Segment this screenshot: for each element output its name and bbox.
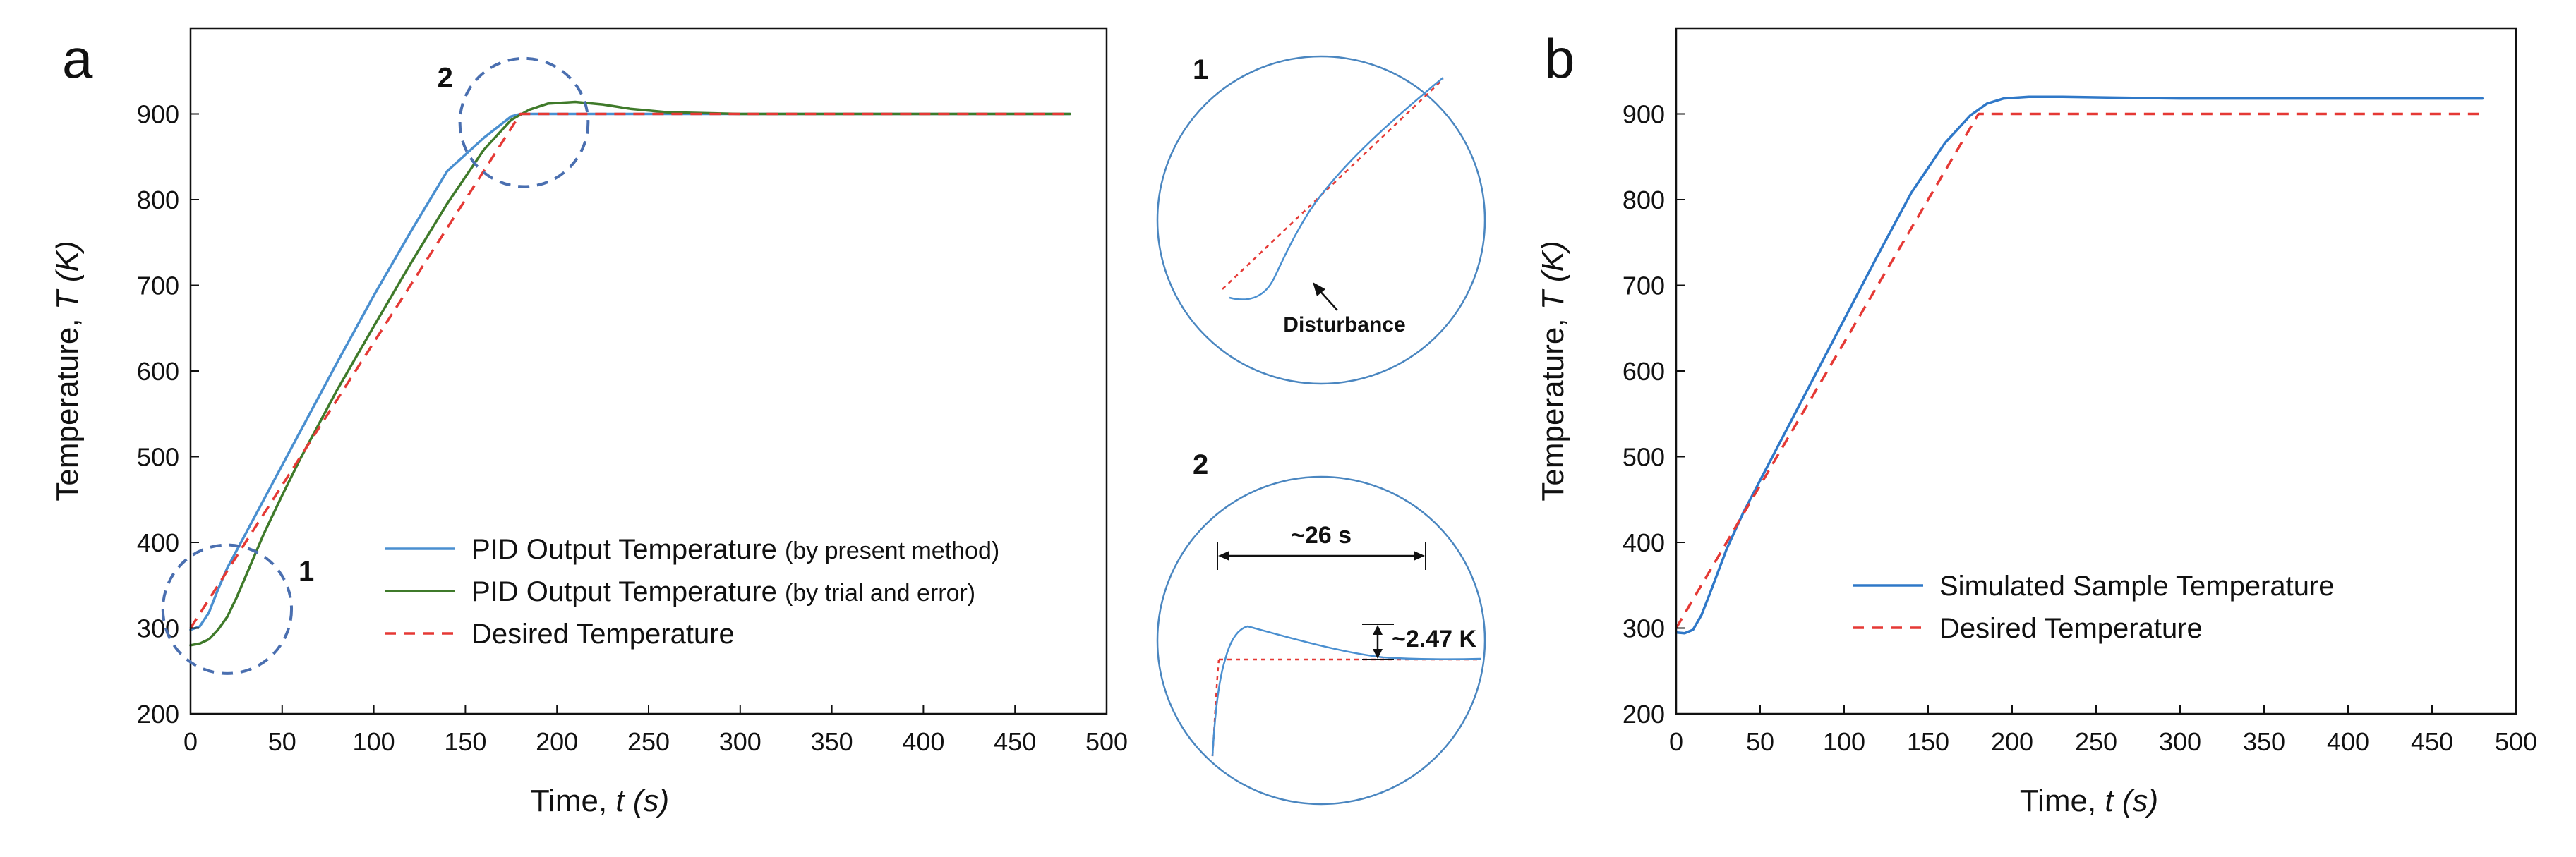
panel-a-series-group [189, 100, 1071, 647]
b-y-tick-label: 300 [1623, 614, 1665, 643]
b-y-tick-label: 700 [1623, 272, 1665, 300]
a-x-tick-label: 200 [536, 727, 578, 756]
a-x-tick-label: 500 [1085, 727, 1128, 756]
a-y-tick-label: 900 [137, 100, 179, 129]
zoom-circle-label-1: 1 [299, 556, 314, 587]
inset-2: 2 ~26 s ~2.47 K [1156, 449, 1486, 806]
inset-1-arrow-head [1313, 282, 1325, 296]
b-y-tick-label: 600 [1623, 357, 1665, 386]
panel-a-legend: PID Output Temperature (by present metho… [385, 534, 999, 650]
panel-label-b: b [1544, 28, 1575, 90]
b-series-desired [1675, 112, 2483, 629]
a-y-tick-label: 300 [137, 614, 179, 643]
b-x-tick-label: 400 [2327, 727, 2369, 756]
panel-a-plot-frame [189, 27, 1108, 715]
inset-1-arrow-shaft [1318, 288, 1338, 311]
b-x-tick-label: 150 [1907, 727, 1949, 756]
a-x-tick-label: 400 [902, 727, 944, 756]
a-x-tick-label: 100 [353, 727, 395, 756]
panel-label-a: a [62, 28, 93, 90]
inset-1: 1 Disturbance [1156, 54, 1486, 385]
a-x-tick-label: 50 [268, 727, 296, 756]
a-x-tick-label: 0 [183, 727, 198, 756]
b-y-tick-label: 400 [1623, 528, 1665, 557]
inset-2-width-label: ~26 s [1291, 522, 1352, 549]
b-x-tick-label: 250 [2075, 727, 2117, 756]
b-x-tick-label: 50 [1746, 727, 1774, 756]
inset-2-height-arrow-bottom [1373, 649, 1383, 659]
inset-2-label: 2 [1193, 449, 1208, 480]
panel-b-series-group [1675, 95, 2484, 635]
inset-2-circle [1156, 475, 1486, 806]
inset-2-height-label: ~2.47 K [1392, 626, 1476, 652]
panel-b-plot-frame [1675, 27, 2517, 715]
a-x-tick-label: 250 [627, 727, 670, 756]
legend-entry-desired: Desired Temperature [471, 619, 735, 650]
a-y-tick-label: 800 [137, 186, 179, 214]
legend-entry-pid-trial: PID Output Temperature (by trial and err… [471, 576, 975, 607]
panel-b-x-axis-label: Time, t (s) [2020, 784, 2158, 818]
zoom-circle-1 [161, 543, 294, 675]
a-x-tick-label: 150 [444, 727, 486, 756]
b-x-tick-label: 0 [1669, 727, 1683, 756]
panel-b-legend: Simulated Sample Temperature Desired Tem… [1853, 571, 2335, 644]
panel-a-x-axis-label: Time, t (s) [531, 784, 669, 818]
a-series-pid_trial [189, 100, 1071, 647]
inset-2-width-arrow-right [1414, 551, 1425, 561]
b-y-tick-label: 900 [1623, 100, 1665, 129]
b-series-sim [1675, 95, 2484, 635]
a-y-tick-label: 700 [137, 272, 179, 300]
a-x-tick-label: 300 [719, 727, 762, 756]
a-y-tick-label: 500 [137, 443, 179, 472]
inset-1-annotation: Disturbance [1283, 313, 1405, 336]
zoom-circle-label-2: 2 [438, 63, 453, 94]
panel-a: a 0 50 100 150 200 250 300 350 400 450 500 200 300 40… [50, 27, 1128, 818]
inset-2-pid-curve [1211, 625, 1481, 757]
legend-entry-pid-present: PID Output Temperature (by present metho… [471, 534, 999, 565]
legend-entry-desired-b: Desired Temperature [1939, 613, 2203, 644]
inset-1-pid-curve [1229, 77, 1444, 300]
b-x-tick-label: 300 [2159, 727, 2201, 756]
b-x-tick-label: 500 [2495, 727, 2537, 756]
inset-1-circle [1156, 55, 1486, 385]
a-y-tick-label: 400 [137, 528, 179, 557]
inset-2-height-arrow-top [1373, 625, 1383, 635]
b-x-tick-label: 200 [1991, 727, 2033, 756]
zoom-circle-2 [458, 56, 590, 188]
a-y-tick-label: 200 [137, 700, 179, 729]
b-x-tick-label: 100 [1823, 727, 1865, 756]
b-y-tick-label: 200 [1623, 700, 1665, 729]
inset-1-label: 1 [1193, 54, 1208, 85]
b-x-tick-label: 350 [2243, 727, 2285, 756]
inset-1-desired-line [1222, 78, 1444, 290]
b-y-tick-label: 800 [1623, 186, 1665, 214]
a-x-tick-label: 450 [994, 727, 1036, 756]
panel-b: b 0 50 100 150 200 250 300 350 400 450 500 200 300 40… [1536, 27, 2537, 818]
panel-a-y-axis-label: Temperature, T (K) [50, 241, 85, 501]
b-x-tick-label: 450 [2411, 727, 2453, 756]
a-x-tick-label: 350 [811, 727, 853, 756]
a-series-desired [189, 112, 1071, 629]
legend-entry-simulated: Simulated Sample Temperature [1939, 571, 2335, 602]
inset-2-width-arrow-left [1218, 551, 1229, 561]
a-y-tick-label: 600 [137, 357, 179, 386]
b-y-tick-label: 500 [1623, 443, 1665, 472]
panel-b-y-axis-label: Temperature, T (K) [1536, 241, 1570, 501]
